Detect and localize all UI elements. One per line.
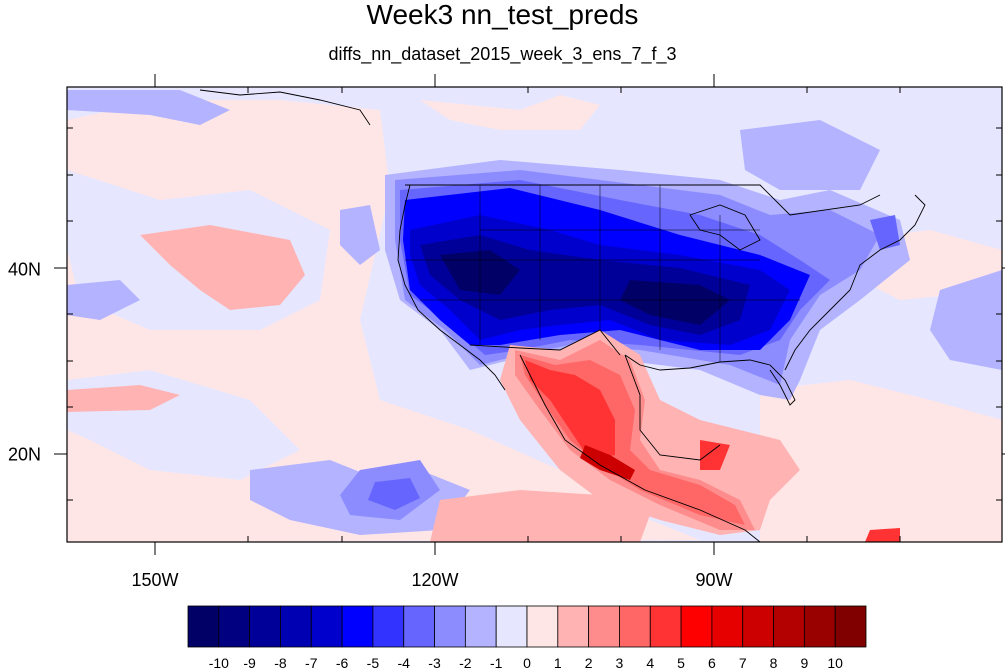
colorbar-label: 3 xyxy=(615,655,624,671)
colorbar-swatch xyxy=(526,605,559,648)
colorbar-swatch xyxy=(464,605,497,648)
field-patch xyxy=(368,478,420,510)
colorbar-label: -10 xyxy=(208,655,229,671)
map-title: Week3 nn_test_preds xyxy=(366,0,639,30)
y-tick-label: 20N xyxy=(8,444,42,465)
gulf-coast-line xyxy=(624,354,796,406)
colorbar-swatch xyxy=(280,605,312,648)
field-patch xyxy=(420,95,600,130)
border-line xyxy=(405,184,881,216)
y-tick-label: 40N xyxy=(8,259,42,280)
mexico-border-line xyxy=(469,329,621,356)
colorbar-label: -2 xyxy=(459,655,472,671)
field-patch xyxy=(865,528,900,542)
colorbar-swatch xyxy=(218,605,251,648)
field-patch xyxy=(67,385,180,412)
colorbar-label: -1 xyxy=(489,655,503,671)
field-patch xyxy=(620,280,730,325)
colorbar-swatch xyxy=(249,605,281,648)
field-patch xyxy=(580,445,635,480)
colorbar-label: 9 xyxy=(800,655,809,671)
colorbar-label: 4 xyxy=(646,655,655,671)
x-tick-label: 120W xyxy=(411,570,459,590)
colorbar-swatch xyxy=(680,605,713,648)
west-coast-line xyxy=(397,184,506,391)
colorbar-label: -3 xyxy=(428,655,441,671)
colorbar-swatch xyxy=(434,605,466,648)
east-coast-line xyxy=(784,194,926,371)
x-tick-label: 90W xyxy=(695,570,733,590)
colorbar-swatch xyxy=(619,605,651,648)
axis-ticks xyxy=(54,74,1005,555)
colorbar-swatch xyxy=(803,605,836,648)
field-patch xyxy=(67,280,140,320)
plot-frame xyxy=(54,74,1005,555)
colorbar-swatch xyxy=(588,605,620,648)
colorbar-label: -7 xyxy=(305,655,318,671)
colorbar-swatch xyxy=(773,605,805,648)
field-patch xyxy=(740,120,880,190)
field-patch xyxy=(930,270,1002,370)
field-patch xyxy=(430,490,650,542)
colorbar-swatch xyxy=(834,605,867,648)
colorbar-label: -8 xyxy=(274,655,287,671)
field-shading xyxy=(67,87,1002,542)
colorbar-swatch xyxy=(403,605,435,648)
colorbar-label: 8 xyxy=(769,655,778,671)
colorbar-swatch xyxy=(187,605,220,648)
field-patch xyxy=(700,440,730,470)
field-patch xyxy=(140,225,305,310)
colorbar-label: 2 xyxy=(584,655,593,671)
colorbar-label: -6 xyxy=(335,655,349,671)
mexico-gulf-line xyxy=(624,354,721,461)
field-patch xyxy=(340,205,380,265)
great-lakes-line xyxy=(689,204,761,251)
field-patch xyxy=(870,215,900,250)
colorbar-swatch xyxy=(711,605,744,648)
state-lines xyxy=(405,185,800,362)
colorbar-label: -5 xyxy=(366,655,380,671)
map-subtitle: diffs_nn_dataset_2015_week_3_ens_7_f_3 xyxy=(328,44,677,64)
colorbar-label: 5 xyxy=(677,655,685,671)
field-patch xyxy=(525,360,615,460)
colorbar-label: 1 xyxy=(553,655,562,671)
colorbar-swatch xyxy=(372,605,405,648)
field-patch xyxy=(67,90,230,125)
colorbar-label: 6 xyxy=(708,655,716,671)
field-patch xyxy=(760,380,1002,542)
alaska-coast-line xyxy=(199,89,371,126)
mexico-coast-line xyxy=(519,354,761,542)
colorbar-swatch xyxy=(649,605,682,648)
colorbar-swatch xyxy=(742,605,774,648)
colorbar-swatch xyxy=(341,605,374,648)
colorbar-swatch xyxy=(310,605,343,648)
colorbar-label: -9 xyxy=(243,655,256,671)
x-tick-label: 150W xyxy=(131,570,179,590)
colorbar xyxy=(187,605,867,648)
colorbar-swatch xyxy=(557,605,590,648)
coastline-outlines xyxy=(199,89,926,542)
colorbar-label: 10 xyxy=(827,655,843,671)
colorbar-label: 7 xyxy=(738,655,747,671)
colorbar-label: -4 xyxy=(397,655,410,671)
colorbar-swatch xyxy=(495,605,528,648)
colorbar-label: 0 xyxy=(523,655,531,671)
